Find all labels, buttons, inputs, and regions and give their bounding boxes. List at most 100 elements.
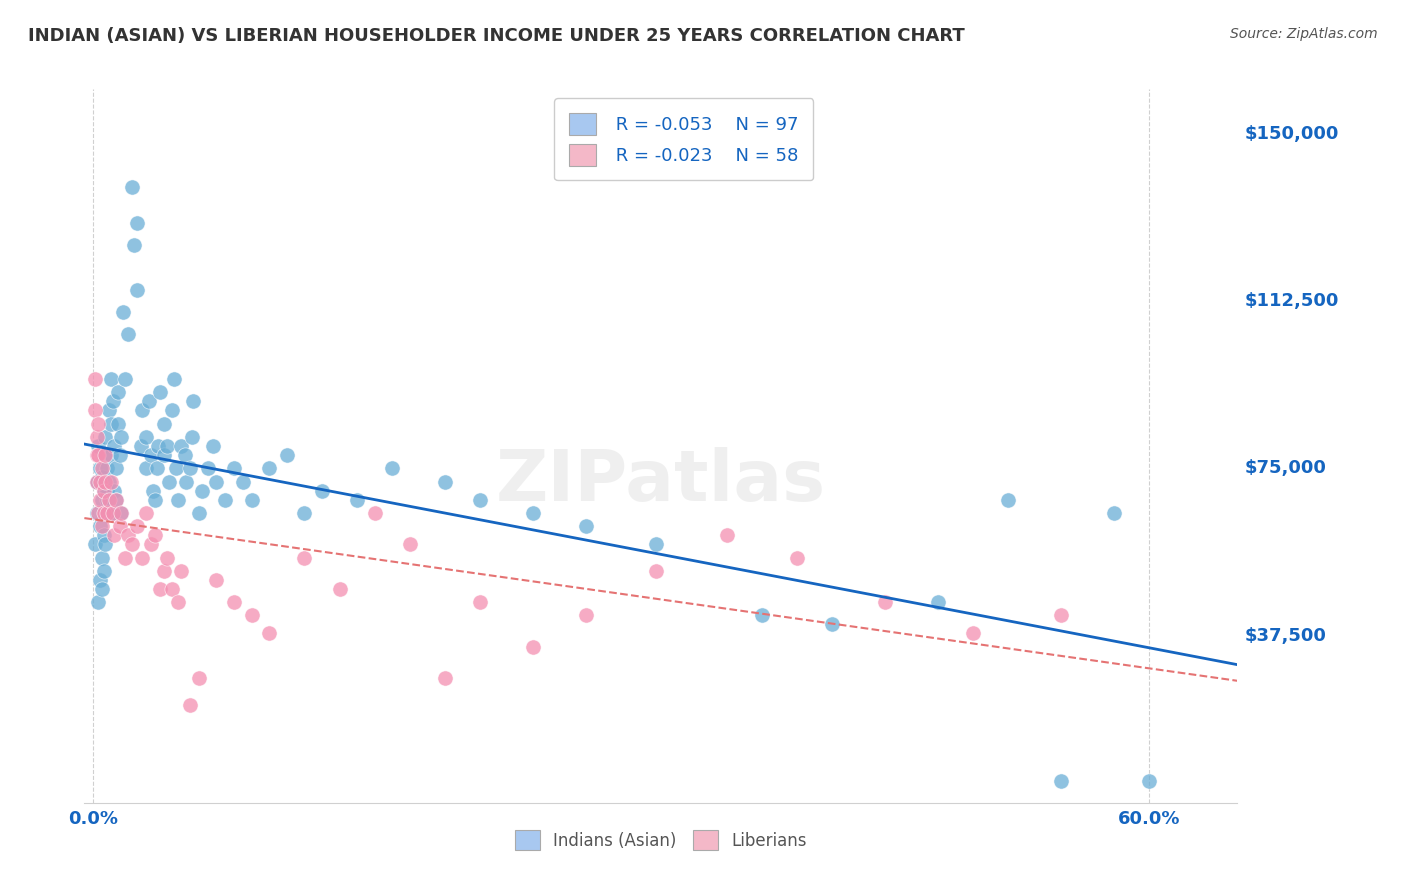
Point (166, 492, 188, 507)
Point (100, 448, 122, 462)
Point (205, 475, 228, 489)
Point (152, 417, 174, 431)
Point (311, 483, 333, 498)
Point (101, 506, 124, 520)
Point (93, 528, 115, 542)
Point (93, 448, 115, 462)
Point (162, 582, 184, 596)
Point (751, 608, 773, 623)
Point (89, 573, 111, 587)
Point (129, 439, 152, 453)
Point (470, 595, 492, 609)
Point (1102, 506, 1125, 520)
Point (575, 608, 598, 623)
Point (240, 492, 263, 507)
Point (103, 483, 125, 498)
Point (292, 506, 315, 520)
Point (89, 461, 111, 475)
Point (91, 519, 114, 533)
Point (163, 372, 186, 386)
Text: $75,000: $75,000 (1244, 459, 1326, 477)
Point (117, 528, 139, 542)
Point (107, 385, 129, 400)
Point (94, 506, 117, 520)
Point (105, 461, 128, 475)
Text: $150,000: $150,000 (1244, 125, 1339, 143)
Point (93, 483, 115, 498)
Point (117, 327, 139, 342)
Point (214, 492, 236, 507)
Point (110, 506, 132, 520)
Point (89, 475, 111, 489)
Point (257, 461, 280, 475)
Point (86, 430, 108, 444)
Point (114, 550, 136, 565)
Point (91, 461, 114, 475)
Point (276, 448, 298, 462)
Point (105, 492, 128, 507)
Point (121, 537, 143, 551)
Point (91, 492, 114, 507)
Point (86, 506, 108, 520)
Point (149, 385, 172, 400)
Point (522, 640, 544, 654)
Point (399, 537, 422, 551)
Point (329, 582, 352, 596)
Point (91, 582, 114, 596)
Point (962, 626, 984, 640)
Point (152, 448, 174, 462)
Point (143, 492, 166, 507)
Point (94, 430, 117, 444)
Point (94, 448, 117, 462)
Point (93, 506, 115, 520)
Point (87, 439, 110, 453)
Point (875, 595, 897, 609)
Point (180, 430, 202, 444)
Point (240, 608, 263, 623)
Point (152, 564, 174, 578)
Point (89, 519, 111, 533)
Point (114, 372, 136, 386)
Point (927, 595, 949, 609)
Point (162, 403, 184, 417)
Point (107, 417, 129, 431)
Point (141, 448, 163, 462)
Point (522, 506, 544, 520)
Point (645, 564, 668, 578)
Point (173, 448, 195, 462)
Point (170, 439, 193, 453)
Point (997, 492, 1019, 507)
Point (143, 528, 166, 542)
Point (645, 537, 668, 551)
Point (138, 394, 160, 409)
Point (127, 216, 149, 230)
Point (156, 550, 179, 565)
Point (786, 550, 808, 565)
Point (821, 617, 844, 632)
Point (108, 448, 131, 462)
Point (135, 430, 157, 444)
Point (84, 537, 107, 551)
Point (141, 537, 163, 551)
Point (187, 671, 209, 685)
Point (135, 461, 157, 475)
Point (100, 417, 122, 431)
Point (93, 483, 115, 498)
Point (98, 403, 121, 417)
Point (434, 671, 457, 685)
Point (145, 461, 167, 475)
Point (101, 394, 124, 409)
Point (94, 537, 117, 551)
Point (103, 439, 125, 453)
Point (86, 448, 108, 462)
Point (110, 506, 132, 520)
Point (156, 439, 179, 453)
Point (179, 461, 201, 475)
Point (346, 492, 368, 507)
Point (96, 492, 118, 507)
Point (135, 506, 157, 520)
Point (165, 461, 187, 475)
Point (222, 461, 245, 475)
Point (142, 483, 165, 498)
Point (121, 180, 143, 194)
